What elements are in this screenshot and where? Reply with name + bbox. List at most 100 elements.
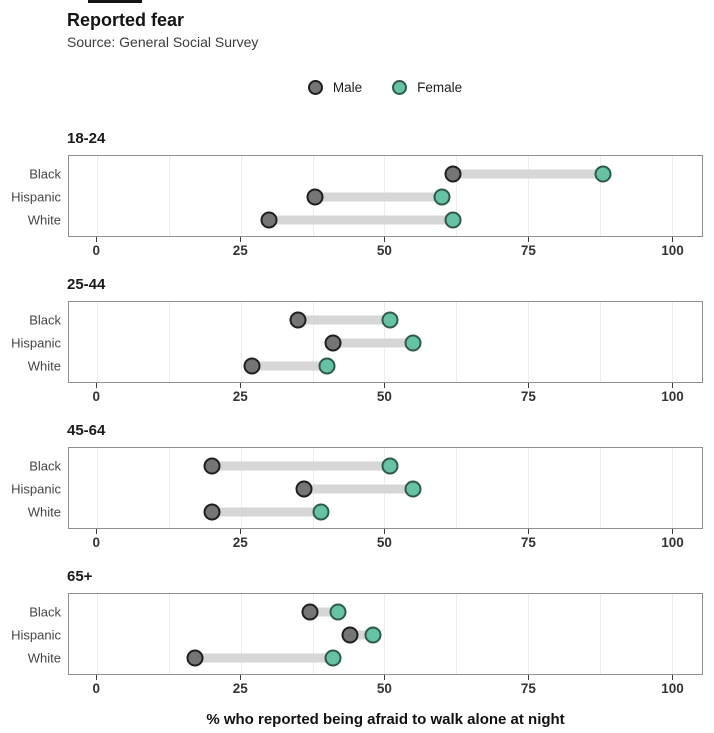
gridline bbox=[312, 302, 314, 382]
x-tick-label: 75 bbox=[520, 681, 536, 696]
gridline bbox=[97, 448, 99, 528]
male-dot bbox=[301, 603, 319, 621]
gridline bbox=[671, 302, 673, 382]
gridline bbox=[240, 156, 242, 236]
dumbbell-bar bbox=[453, 169, 603, 179]
male-dot bbox=[243, 357, 261, 375]
female-dot bbox=[329, 603, 347, 621]
x-tick-label: 50 bbox=[376, 535, 392, 550]
dumbbell-bar bbox=[298, 315, 391, 325]
dumbbell-bar bbox=[332, 338, 414, 348]
x-tick bbox=[384, 675, 386, 680]
gridline bbox=[97, 156, 99, 236]
gridline bbox=[527, 156, 529, 236]
plot-area bbox=[68, 447, 703, 529]
x-tick-label: 0 bbox=[92, 535, 100, 550]
gridline bbox=[168, 594, 170, 674]
x-tick-label: 0 bbox=[92, 389, 100, 404]
gridline bbox=[527, 302, 529, 382]
gridline bbox=[456, 302, 458, 382]
gridline bbox=[456, 156, 458, 236]
female-dot bbox=[404, 334, 422, 352]
y-axis-label: Hispanic bbox=[11, 627, 61, 643]
male-dot bbox=[306, 188, 324, 206]
x-tick bbox=[240, 675, 242, 680]
female-dot bbox=[404, 480, 422, 498]
dumbbell-bar bbox=[303, 484, 414, 494]
gridline bbox=[97, 594, 99, 674]
male-dot bbox=[260, 211, 278, 229]
x-tick bbox=[528, 529, 530, 534]
age-panel: 65+ Black Hispanic White 0 25 50 75 100 bbox=[0, 566, 714, 712]
x-tick-label: 0 bbox=[92, 681, 100, 696]
female-dot bbox=[312, 503, 330, 521]
x-tick bbox=[672, 529, 674, 534]
x-tick-label: 75 bbox=[520, 535, 536, 550]
y-axis-label: Black bbox=[29, 312, 61, 328]
dumbbell-bar bbox=[252, 361, 327, 371]
y-axis-labels: Black Hispanic White bbox=[0, 301, 68, 383]
x-tick-label: 50 bbox=[376, 389, 392, 404]
y-axis-labels: Black Hispanic White bbox=[0, 155, 68, 237]
gridline bbox=[671, 448, 673, 528]
panel-title: 45-64 bbox=[67, 422, 106, 439]
male-dot bbox=[295, 480, 313, 498]
x-tick-label: 100 bbox=[661, 389, 684, 404]
female-dot bbox=[318, 357, 336, 375]
x-tick-label: 100 bbox=[661, 243, 684, 258]
y-axis-label: White bbox=[27, 504, 61, 520]
x-axis: 0 25 50 75 100 bbox=[68, 529, 703, 566]
male-dot bbox=[444, 165, 462, 183]
gridline bbox=[599, 302, 601, 382]
x-tick bbox=[384, 529, 386, 534]
x-axis-title: % who reported being afraid to walk alon… bbox=[206, 711, 565, 728]
panel-title: 25-44 bbox=[67, 276, 106, 293]
gridline bbox=[240, 448, 242, 528]
gridline bbox=[527, 448, 529, 528]
gridline bbox=[168, 302, 170, 382]
x-tick bbox=[384, 237, 386, 242]
dumbbell-bar bbox=[309, 607, 339, 617]
x-tick-label: 25 bbox=[232, 243, 248, 258]
x-tick-label: 75 bbox=[520, 389, 536, 404]
female-swatch-icon bbox=[392, 79, 408, 95]
x-axis: 0 25 50 75 100 bbox=[68, 237, 703, 274]
x-tick-label: 50 bbox=[376, 681, 392, 696]
female-dot bbox=[594, 165, 612, 183]
chart-subtitle: Source: General Social Survey bbox=[67, 34, 259, 50]
y-axis-label: Black bbox=[29, 604, 61, 620]
female-dot bbox=[433, 188, 451, 206]
panel-body: Black Hispanic White bbox=[0, 447, 714, 529]
age-panel: 18-24 Black Hispanic White 0 25 50 75 100 bbox=[0, 128, 714, 274]
legend-label-male: Male bbox=[332, 79, 363, 95]
plot-area bbox=[68, 301, 703, 383]
y-axis-labels: Black Hispanic White bbox=[0, 593, 68, 675]
legend-item-male: Male bbox=[307, 79, 363, 95]
panel-title: 18-24 bbox=[67, 130, 106, 147]
y-axis-label: Black bbox=[29, 166, 61, 182]
x-tick-label: 0 bbox=[92, 243, 100, 258]
chart-title: Reported fear bbox=[67, 10, 185, 30]
x-tick-label: 100 bbox=[661, 681, 684, 696]
gridline bbox=[168, 156, 170, 236]
y-axis-label: Hispanic bbox=[11, 189, 61, 205]
gridline bbox=[671, 156, 673, 236]
x-axis: 0 25 50 75 100 bbox=[68, 383, 703, 420]
x-tick bbox=[528, 675, 530, 680]
x-tick bbox=[96, 383, 98, 388]
plot-area bbox=[68, 593, 703, 675]
gridline bbox=[168, 448, 170, 528]
x-tick bbox=[240, 383, 242, 388]
male-dot bbox=[203, 457, 221, 475]
male-dot bbox=[341, 626, 359, 644]
gridline bbox=[599, 448, 601, 528]
x-tick-label: 25 bbox=[232, 681, 248, 696]
male-dot bbox=[186, 649, 204, 667]
x-tick bbox=[384, 383, 386, 388]
female-dot bbox=[381, 311, 399, 329]
gridline bbox=[456, 594, 458, 674]
crop-artifact bbox=[88, 0, 142, 3]
x-tick-label: 50 bbox=[376, 243, 392, 258]
y-axis-label: Hispanic bbox=[11, 335, 61, 351]
